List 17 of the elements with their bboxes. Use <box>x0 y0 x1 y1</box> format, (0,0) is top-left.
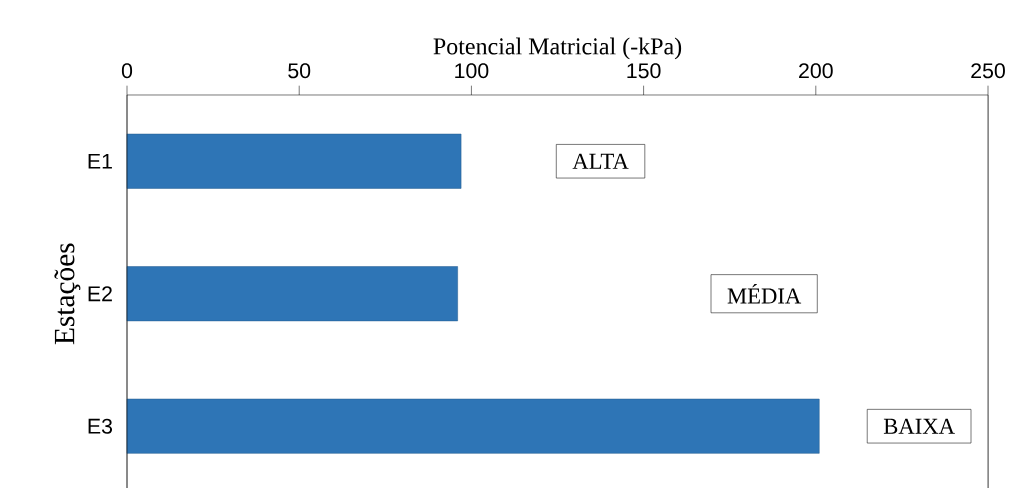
bar <box>126 133 462 189</box>
x-tick-label: 150 <box>627 63 661 79</box>
annotation: MÉDIA <box>727 283 802 304</box>
annotation: ALTA <box>572 153 629 169</box>
x-tick-label: 250 <box>971 63 1005 79</box>
x-tick-label: 200 <box>799 63 833 79</box>
y-tick-label: E1 <box>88 153 112 169</box>
y-axis-title: Estações <box>54 243 81 345</box>
x-tick-label: 50 <box>288 63 311 79</box>
y-tick-label: E3 <box>88 418 113 434</box>
x-axis-title: Potencial Matricial (-kPa) <box>433 37 682 60</box>
x-tick-label: 0 <box>121 63 133 79</box>
x-tick-label: 100 <box>455 63 489 79</box>
annotation: BAIXA <box>883 418 955 434</box>
bar <box>126 266 458 322</box>
bar <box>126 398 820 454</box>
y-tick-label: E2 <box>88 286 112 302</box>
